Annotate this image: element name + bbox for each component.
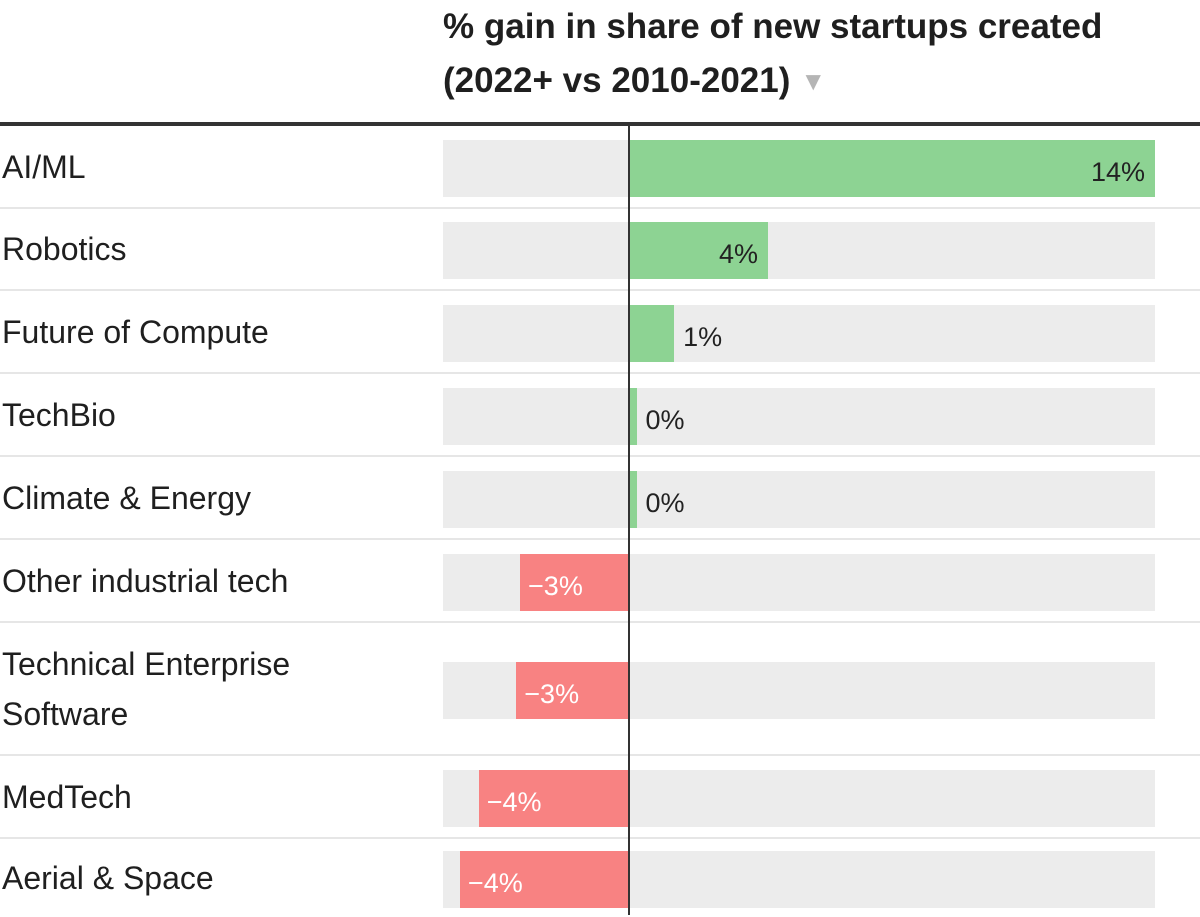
bar — [629, 140, 1155, 197]
row-divider — [0, 372, 1200, 374]
row-divider — [0, 837, 1200, 839]
bar-value-label: 14% — [1090, 157, 1145, 187]
category-label: Robotics — [2, 231, 127, 267]
chart-title-text: % gain in share of new startups created … — [443, 7, 1103, 100]
bar — [629, 305, 675, 362]
bar — [520, 554, 629, 611]
category-label: Other industrial tech — [2, 563, 289, 599]
bar — [629, 388, 637, 445]
bar — [516, 662, 629, 719]
bar — [459, 851, 629, 908]
bar — [629, 222, 768, 279]
bar-track — [443, 305, 1155, 362]
bar-value-label: −3% — [524, 679, 580, 709]
bar-value-label: −4% — [467, 868, 523, 898]
category-label: AI/ML — [2, 149, 86, 185]
category-label: Future of Compute — [2, 314, 269, 350]
row-divider — [0, 754, 1200, 756]
category-label: MedTech — [2, 779, 132, 815]
category-label: TechBio — [2, 397, 116, 433]
row-divider — [0, 538, 1200, 540]
category-label: Climate & Energy — [2, 480, 251, 516]
zero-axis-line — [628, 126, 630, 915]
row-divider — [0, 455, 1200, 457]
bar-value-label: −3% — [528, 571, 583, 601]
bar-value-label: 1% — [683, 322, 723, 352]
header-rule — [0, 122, 1200, 126]
sort-descending-icon[interactable]: ▼ — [800, 66, 827, 96]
bar — [629, 471, 637, 528]
category-label: Aerial & Space — [2, 860, 214, 896]
bar-value-label: 4% — [718, 239, 758, 269]
bar-track — [443, 222, 1155, 279]
row-divider — [0, 207, 1200, 209]
chart-header: % gain in share of new startups created … — [443, 0, 1183, 120]
bar-value-label: 0% — [645, 488, 685, 518]
bar — [478, 770, 629, 827]
row-divider — [0, 621, 1200, 623]
row-divider — [0, 289, 1200, 291]
bar-value-label: 0% — [645, 405, 685, 435]
bar-track — [443, 388, 1155, 445]
category-label: Technical Enterprise Software — [2, 646, 291, 732]
bar-value-label: −4% — [486, 787, 542, 817]
chart-title[interactable]: % gain in share of new startups created … — [443, 0, 1183, 108]
bar-track — [443, 471, 1155, 528]
